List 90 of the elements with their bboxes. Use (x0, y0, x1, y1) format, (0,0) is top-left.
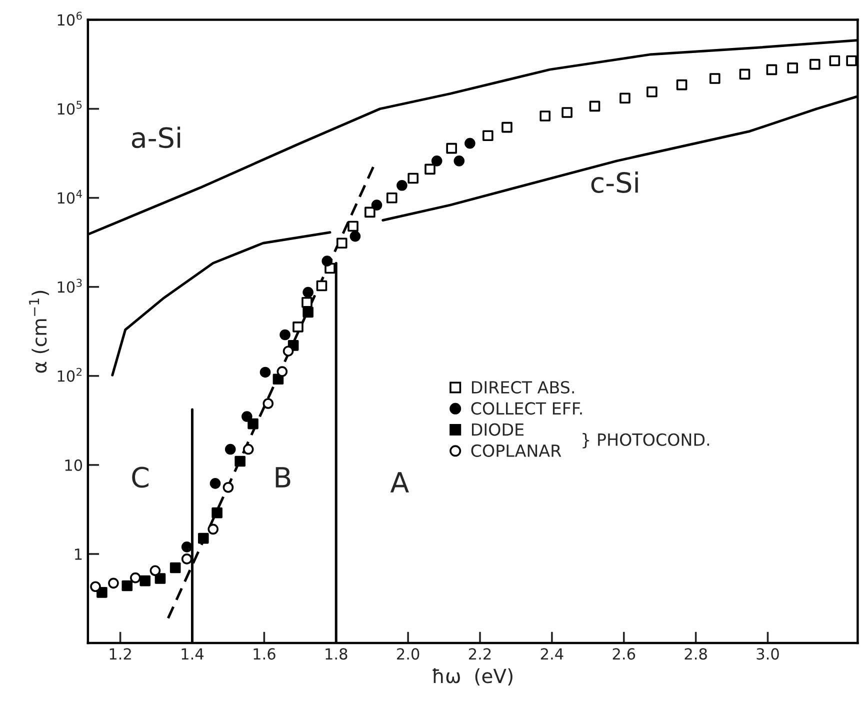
point (348, 220, 358, 232)
point (292, 322, 304, 332)
point (364, 206, 376, 218)
point (676, 79, 688, 90)
point (170, 562, 181, 574)
point (350, 230, 361, 242)
y-tick-label: 1 (75, 548, 82, 560)
point (589, 100, 600, 112)
point (224, 444, 236, 455)
legend-label: COPLANAR (471, 444, 562, 457)
point (122, 580, 133, 592)
legend-label: DIODE (472, 423, 524, 436)
point (96, 587, 108, 598)
point (446, 142, 457, 154)
point (282, 346, 294, 357)
point (620, 92, 630, 104)
point (210, 478, 221, 489)
line-series (111, 231, 332, 376)
point (322, 256, 333, 266)
point (316, 280, 328, 292)
point (408, 172, 418, 184)
point (276, 366, 288, 377)
y-axis-title: α (cm$^{−1}$) (29, 290, 50, 373)
point (280, 329, 290, 340)
point (108, 578, 119, 589)
point (829, 55, 840, 66)
point (262, 398, 274, 409)
annotation: A (390, 472, 409, 492)
point (809, 58, 820, 70)
point (464, 138, 476, 149)
point (396, 180, 408, 191)
point (212, 507, 222, 518)
legend-label: DIRECT ABS. (472, 380, 574, 394)
legend-label: COLLECT EFF. (471, 402, 582, 415)
point (302, 306, 314, 318)
x-tick-label: 1.8 (326, 648, 348, 660)
x-tick-label: 2.6 (612, 648, 636, 660)
point (130, 572, 141, 584)
x-tick-label: 3.0 (756, 648, 779, 660)
point (154, 573, 166, 584)
point (302, 286, 314, 298)
x-axis-title: ħω (eV) (432, 668, 512, 686)
y-tick-label: 10$^{6}$ (58, 12, 82, 26)
point (150, 565, 161, 576)
x-tick-label: 2.4 (540, 648, 564, 660)
x-tick-label: 1.2 (110, 648, 131, 660)
point (242, 444, 254, 455)
x-tick-label: 1.6 (254, 648, 276, 660)
y-tick-label: 10$^{3}$ (58, 278, 82, 293)
point (181, 542, 192, 552)
annotation: B (276, 467, 290, 488)
point (787, 62, 798, 74)
point (242, 411, 252, 422)
annotation: } PHOTOCOND. (582, 433, 710, 448)
y-tick-label: 10$^{4}$ (58, 190, 82, 204)
point (371, 200, 382, 210)
point (302, 296, 312, 308)
point (222, 482, 234, 493)
point (208, 524, 219, 535)
y-tick-label: 10 (65, 459, 82, 471)
point (336, 238, 348, 249)
point (234, 456, 246, 467)
point (386, 192, 398, 204)
point (248, 418, 258, 430)
point (540, 110, 551, 122)
point (502, 122, 512, 133)
x-tick-label: 1.4 (182, 648, 204, 660)
x-tick-label: 2.0 (397, 648, 420, 660)
annotation: C (132, 466, 148, 488)
point (846, 55, 857, 66)
point (90, 581, 101, 592)
point (181, 554, 192, 564)
annotation: a-Si (132, 126, 180, 148)
point (766, 64, 778, 76)
point (709, 73, 720, 84)
point (482, 130, 494, 142)
point (646, 86, 658, 98)
point (198, 532, 209, 544)
point (424, 164, 436, 175)
point (739, 68, 750, 80)
point (562, 107, 572, 118)
point (454, 156, 465, 166)
x-tick-label: 2.2 (468, 648, 491, 660)
x-tick-label: 2.8 (684, 648, 707, 660)
point (140, 575, 151, 586)
y-tick-label: 10$^{5}$ (58, 100, 82, 115)
point (260, 366, 271, 378)
point (431, 156, 442, 166)
y-tick-label: 10$^{2}$ (58, 368, 82, 382)
annotation: c-Si (591, 172, 638, 194)
